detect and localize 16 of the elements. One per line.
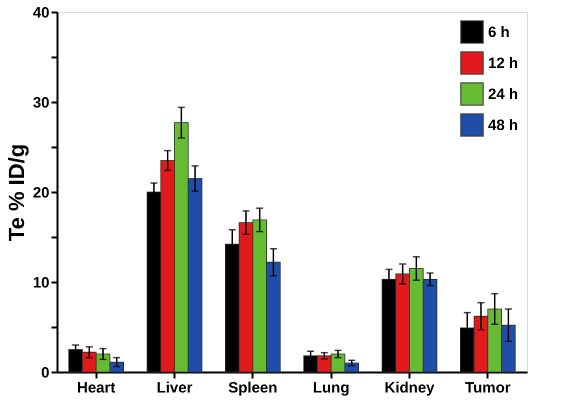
x-tick-label: Liver: [156, 380, 193, 396]
legend-label: 48 h: [488, 117, 518, 134]
x-tick-label: Kidney: [384, 380, 436, 396]
y-tick-label: 40: [32, 4, 50, 22]
y-tick-label: 0: [41, 364, 50, 382]
y-tick-label: 20: [32, 184, 50, 202]
x-tick-label: Lung: [312, 380, 350, 396]
y-axis-title: Te % ID/g: [4, 144, 29, 242]
x-tick-label: Tumor: [465, 380, 511, 396]
legend-label: 24 h: [488, 86, 518, 103]
y-tick-label: 30: [32, 94, 50, 112]
x-tick-label: Spleen: [228, 380, 278, 396]
y-tick-label: 10: [32, 274, 50, 292]
legend-label: 6 h: [488, 24, 510, 41]
x-tick-label: Heart: [76, 380, 116, 396]
legend-label: 12 h: [488, 55, 518, 72]
